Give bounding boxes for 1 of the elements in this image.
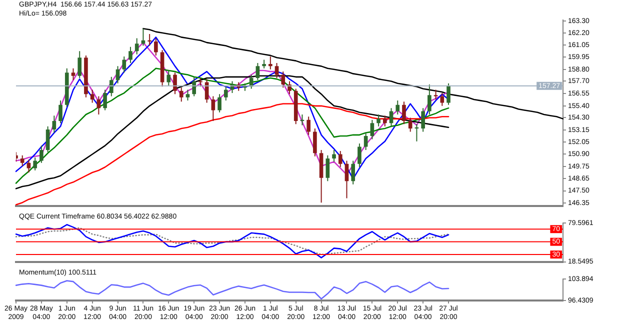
candlestick	[434, 89, 438, 100]
